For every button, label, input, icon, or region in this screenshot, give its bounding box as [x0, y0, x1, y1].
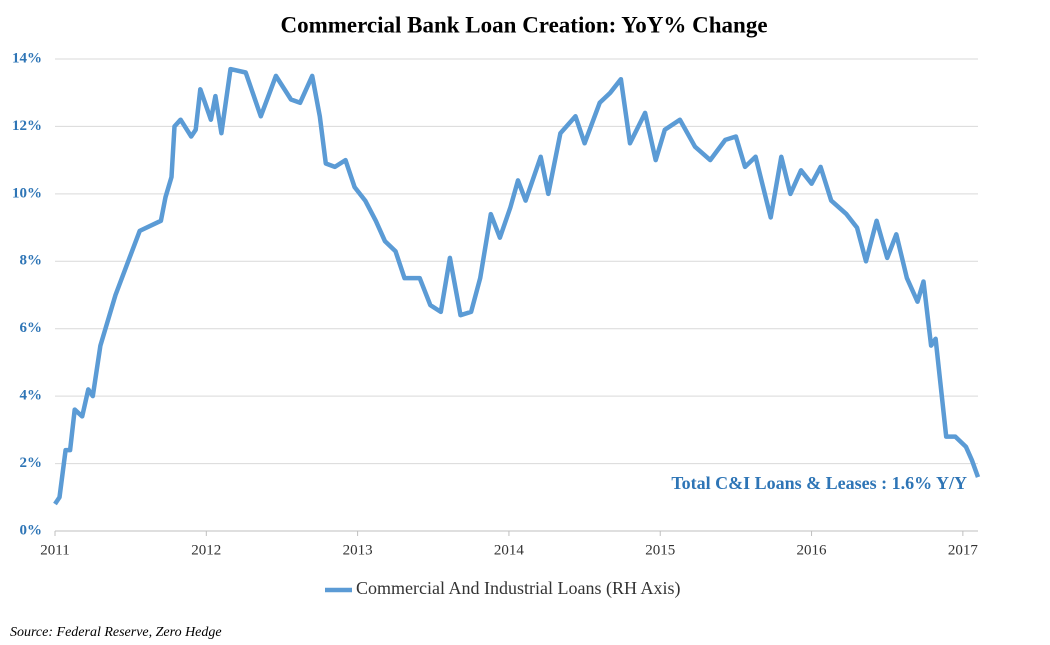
x-tick-label: 2013 [343, 542, 373, 558]
x-tick-label: 2016 [797, 542, 828, 558]
y-tick-label: 14% [12, 50, 42, 66]
legend-label: Commercial And Industrial Loans (RH Axis… [356, 578, 680, 599]
y-tick-label: 0% [20, 522, 43, 538]
y-tick-label: 8% [20, 253, 43, 269]
y-tick-label: 6% [20, 320, 43, 336]
x-tick-label: 2012 [191, 542, 221, 558]
y-tick-label: 10% [12, 185, 42, 201]
y-tick-label: 12% [12, 118, 42, 134]
x-tick-label: 2011 [40, 542, 69, 558]
x-tick-label: 2015 [645, 542, 675, 558]
x-tick-label: 2017 [948, 542, 979, 558]
annotation: Total C&I Loans & Leases : 1.6% Y/Y [671, 473, 967, 493]
y-tick-label: 4% [20, 388, 43, 404]
x-tick-label: 2014 [494, 542, 525, 558]
chart-title: Commercial Bank Loan Creation: YoY% Chan… [280, 12, 767, 37]
data-line [53, 66, 981, 506]
source-note: Source: Federal Reserve, Zero Hedge [10, 625, 222, 640]
y-tick-label: 2% [20, 455, 43, 471]
